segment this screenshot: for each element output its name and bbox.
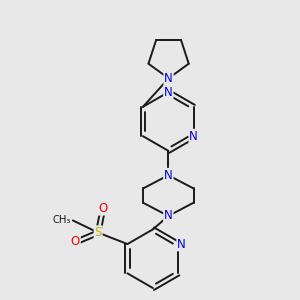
Text: N: N: [164, 169, 173, 182]
Text: N: N: [189, 130, 198, 143]
Text: O: O: [98, 202, 108, 215]
Text: CH₃: CH₃: [52, 214, 71, 225]
Text: N: N: [164, 72, 173, 85]
Text: O: O: [71, 235, 80, 248]
Text: N: N: [164, 86, 173, 99]
Text: S: S: [94, 226, 102, 239]
Text: N: N: [177, 238, 186, 250]
Text: N: N: [164, 209, 173, 223]
